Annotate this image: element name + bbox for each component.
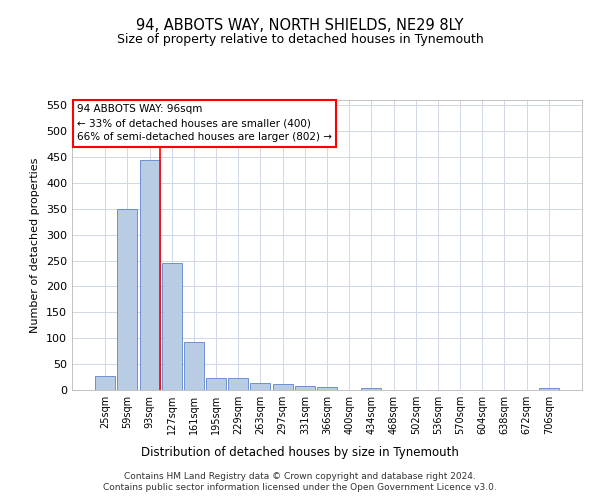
Bar [118, 209, 137, 390]
Bar [140, 160, 160, 390]
Text: Distribution of detached houses by size in Tynemouth: Distribution of detached houses by size … [141, 446, 459, 459]
Y-axis label: Number of detached properties: Number of detached properties [31, 158, 40, 332]
Bar [206, 378, 226, 390]
Bar [162, 263, 182, 390]
Text: Size of property relative to detached houses in Tynemouth: Size of property relative to detached ho… [116, 32, 484, 46]
Bar [250, 384, 271, 390]
Bar [317, 388, 337, 390]
Bar [295, 386, 315, 390]
Bar [539, 388, 559, 390]
Text: Contains HM Land Registry data © Crown copyright and database right 2024.: Contains HM Land Registry data © Crown c… [124, 472, 476, 481]
Bar [184, 342, 204, 390]
Bar [228, 378, 248, 390]
Text: 94, ABBOTS WAY, NORTH SHIELDS, NE29 8LY: 94, ABBOTS WAY, NORTH SHIELDS, NE29 8LY [136, 18, 464, 32]
Text: 94 ABBOTS WAY: 96sqm
← 33% of detached houses are smaller (400)
66% of semi-deta: 94 ABBOTS WAY: 96sqm ← 33% of detached h… [77, 104, 332, 142]
Bar [361, 388, 382, 390]
Text: Contains public sector information licensed under the Open Government Licence v3: Contains public sector information licen… [103, 484, 497, 492]
Bar [95, 376, 115, 390]
Bar [272, 384, 293, 390]
